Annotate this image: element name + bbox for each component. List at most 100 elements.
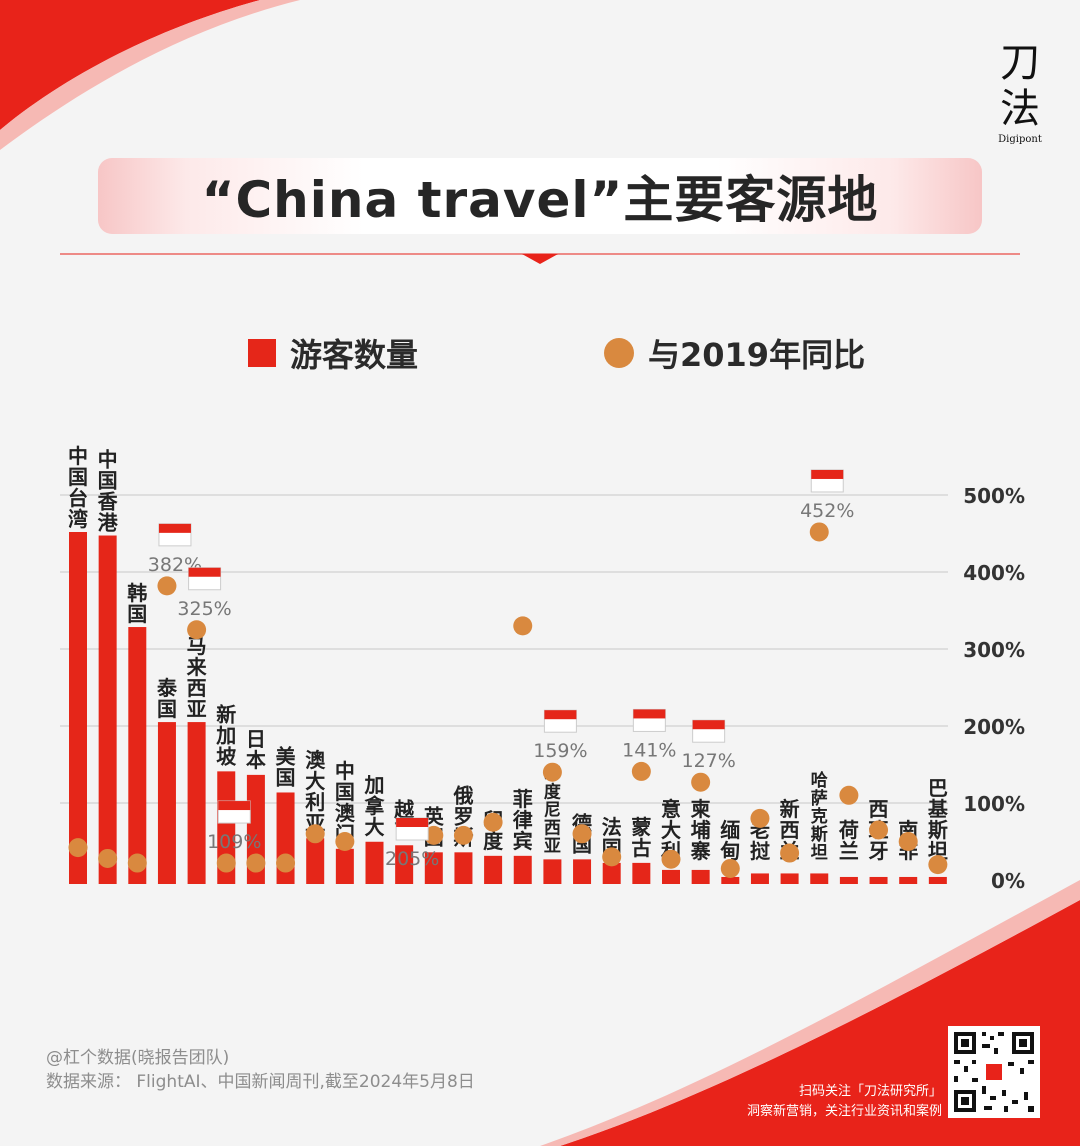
bar <box>157 722 176 884</box>
bar <box>721 876 740 884</box>
yoy-dot <box>68 838 88 858</box>
category-label: 美国 <box>276 744 297 789</box>
qr-code[interactable] <box>948 1026 1040 1118</box>
footer-source: 数据来源： FlightAI、中国新闻周刊,截至2024年5月8日 <box>46 1072 475 1092</box>
bar <box>662 869 680 884</box>
title-banner: “China travel”主要客源地 <box>98 158 982 234</box>
bar <box>128 627 147 884</box>
category-label: 韩国 <box>127 581 147 626</box>
yoy-dot <box>246 853 266 873</box>
yoy-dot <box>691 772 711 792</box>
yoy-data-label: 159% <box>533 740 587 762</box>
bar <box>750 873 769 884</box>
yoy-dot <box>780 843 800 863</box>
y2-tick-label: 400% <box>963 561 1025 585</box>
yoy-data-label: 127% <box>681 750 735 772</box>
category-label: 中国香港 <box>98 448 119 535</box>
yoy-dot <box>542 762 562 782</box>
bar <box>899 876 918 884</box>
bar <box>69 532 87 884</box>
country-flag-stripe <box>396 818 429 827</box>
bar <box>928 876 947 884</box>
qr-caption: 扫码关注「刀法研究所」 洞察新营销，关注行业资讯和案例 <box>747 1082 942 1122</box>
y2-tick-label: 100% <box>963 792 1025 816</box>
yoy-dot <box>335 832 355 851</box>
bar <box>513 855 532 884</box>
top-left-red-swoosh <box>0 0 260 130</box>
yoy-dot <box>157 576 177 596</box>
bar <box>839 876 858 884</box>
bar <box>691 869 710 884</box>
country-flag-stripe <box>633 709 666 719</box>
bar <box>98 535 117 884</box>
country-flag-stripe <box>692 720 725 730</box>
yoy-dot <box>631 761 651 781</box>
bar <box>780 873 799 884</box>
category-label: 巴基斯坦 <box>928 776 949 863</box>
country-flag-stripe <box>158 523 191 533</box>
yoy-dot <box>602 847 622 867</box>
legend-bar-swatch <box>248 339 276 367</box>
bar <box>424 852 443 884</box>
bar <box>810 873 829 884</box>
category-label: 柬埔寨 <box>690 797 711 863</box>
yoy-dot <box>661 849 681 869</box>
yoy-data-label: 205% <box>385 848 439 870</box>
bar <box>602 862 621 884</box>
category-label: 荷兰 <box>839 818 859 863</box>
country-flag-stripe <box>811 469 844 479</box>
bar <box>395 845 414 884</box>
yoy-dot <box>305 824 325 844</box>
country-flag-stripe <box>188 567 221 577</box>
brand-mark-1: 刀 <box>1000 40 1040 86</box>
qr-caption-line1: 扫码关注「刀法研究所」 <box>798 1084 942 1099</box>
yoy-dot <box>127 853 147 873</box>
yoy-dot <box>98 848 118 868</box>
bar <box>484 855 503 884</box>
legend-bars-label: 游客数量 <box>290 336 419 374</box>
yoy-data-label: 452% <box>800 500 854 522</box>
category-label: 中国台湾 <box>68 444 88 531</box>
yoy-data-label: 141% <box>622 739 676 761</box>
category-label: 哈萨克斯坦 <box>811 770 828 863</box>
bar <box>454 852 473 884</box>
footer: @杠个数据(晓报告团队) 数据来源： FlightAI、中国新闻周刊,截至202… <box>46 1046 475 1094</box>
category-label: 澳大利亚 <box>305 748 326 835</box>
legend-dot-swatch <box>604 338 634 368</box>
y2-tick-label: 300% <box>963 638 1025 662</box>
category-label: 泰国 <box>156 676 178 721</box>
yoy-dot <box>869 820 889 840</box>
yoy-dot <box>928 855 948 875</box>
title-pointer <box>522 254 558 264</box>
bar <box>869 876 888 884</box>
category-label: 新加坡 <box>215 702 237 768</box>
category-label: 菲律宾 <box>513 787 533 853</box>
country-flag-stripe <box>218 801 251 811</box>
yoy-dot <box>809 522 829 542</box>
country-flag-stripe <box>544 710 577 720</box>
y2-tick-label: 0% <box>991 869 1025 893</box>
yoy-dot <box>898 832 918 851</box>
yoy-dot <box>424 825 444 845</box>
brand-name: Digipont <box>998 134 1042 145</box>
category-label: 缅甸 <box>719 818 740 863</box>
legend-dots: 与2019年同比 <box>604 330 865 376</box>
category-label: 马来西亚 <box>186 634 208 721</box>
bar <box>543 859 562 884</box>
y2-tick-label: 200% <box>963 715 1025 739</box>
bar <box>187 722 206 884</box>
bar <box>573 859 592 884</box>
bar <box>365 841 384 884</box>
yoy-dot <box>720 858 740 878</box>
yoy-dot <box>750 808 770 828</box>
bar <box>335 848 354 884</box>
yoy-data-label: 109% <box>207 831 261 853</box>
yoy-data-label: 325% <box>177 598 231 620</box>
legend-dots-label: 与2019年同比 <box>648 336 866 374</box>
footer-credit: @杠个数据(晓报告团队) <box>46 1048 230 1068</box>
yoy-dot <box>483 812 503 832</box>
category-label: 蒙古 <box>631 815 651 860</box>
yoy-dot <box>513 616 533 636</box>
yoy-dot <box>187 620 207 640</box>
brand-mark-2: 法 <box>1000 86 1040 132</box>
